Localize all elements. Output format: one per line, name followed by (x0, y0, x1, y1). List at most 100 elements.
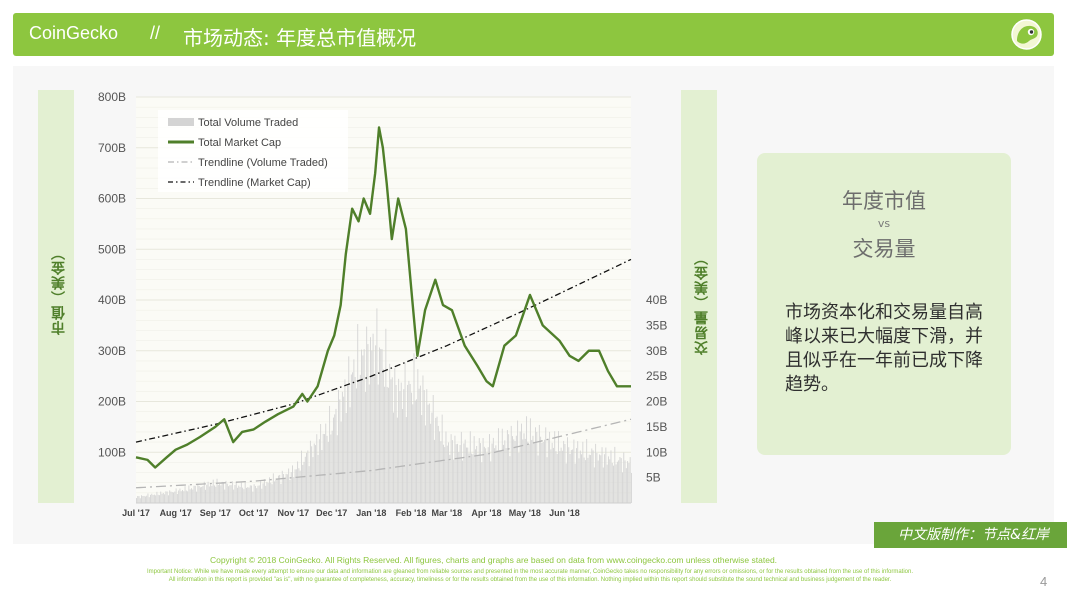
volume-bar (563, 440, 565, 503)
volume-bar (332, 417, 334, 503)
volume-bar (379, 347, 380, 503)
volume-bar (583, 457, 585, 503)
volume-bar (544, 439, 545, 503)
volume-bar (394, 368, 396, 503)
volume-bar (446, 445, 448, 503)
volume-bar (208, 486, 210, 503)
volume-bar (375, 345, 377, 503)
volume-bar (604, 454, 606, 503)
volume-bar (222, 482, 224, 503)
volume-bar (274, 481, 276, 503)
volume-bar (196, 491, 198, 503)
volume-bar (521, 423, 522, 503)
volume-bar (306, 452, 308, 503)
volume-bar (564, 444, 566, 503)
volume-bar (150, 494, 151, 503)
volume-bar (156, 491, 158, 503)
volume-bar (217, 485, 219, 503)
volume-bar (547, 438, 549, 503)
volume-bar (247, 487, 249, 503)
volume-bar (524, 438, 526, 503)
volume-bar (153, 494, 155, 503)
volume-bar (460, 431, 462, 503)
volume-bar (400, 382, 402, 503)
volume-bar (552, 447, 554, 503)
volume-bar (439, 431, 441, 503)
volume-bar (568, 447, 570, 503)
left-tick-label: 300B (98, 344, 126, 358)
volume-bar (271, 484, 273, 503)
left-tick-label: 400B (98, 293, 126, 307)
volume-bar (146, 495, 148, 503)
volume-bar (340, 421, 342, 503)
volume-bar (380, 348, 382, 503)
volume-bar (284, 479, 286, 503)
volume-bar (421, 415, 423, 503)
volume-bar (220, 485, 222, 503)
left-tick-label: 100B (98, 445, 126, 459)
volume-bar (545, 427, 547, 503)
legend-label: Trendline (Volume Traded) (198, 157, 328, 169)
volume-bar (579, 450, 581, 503)
volume-bar (237, 487, 238, 503)
volume-bar (299, 470, 301, 503)
volume-bar (292, 465, 293, 503)
volume-bar (167, 495, 169, 503)
volume-bar (260, 481, 261, 503)
volume-bar (590, 455, 591, 503)
volume-bar (531, 439, 533, 503)
volume-bar (320, 424, 322, 503)
volume-bar (474, 449, 476, 503)
volume-bar (257, 485, 259, 503)
volume-bar (184, 486, 186, 503)
volume-bar (318, 439, 320, 503)
x-tick-label: Aug '17 (160, 508, 192, 518)
volume-bar (207, 481, 209, 503)
volume-bar (169, 490, 171, 503)
x-tick-label: Sep '17 (200, 508, 231, 518)
volume-bar (229, 485, 231, 503)
volume-bar (437, 425, 439, 503)
volume-bar (381, 349, 383, 503)
volume-bar (183, 491, 185, 503)
volume-bar (471, 453, 473, 503)
volume-bar (614, 446, 616, 503)
volume-bar (442, 444, 444, 503)
volume-bar (453, 459, 455, 503)
volume-bar (572, 449, 574, 503)
volume-bar (445, 431, 447, 503)
volume-bar (412, 404, 414, 503)
volume-bar (297, 461, 299, 503)
volume-bar (540, 436, 542, 503)
volume-bar (409, 384, 411, 503)
volume-bar (591, 448, 593, 503)
volume-bar (363, 349, 365, 503)
volume-bar (405, 417, 407, 503)
volume-bar (500, 450, 502, 503)
right-axis-bar (681, 90, 717, 503)
volume-bar (395, 384, 397, 503)
volume-bar (362, 355, 364, 503)
volume-bar (302, 464, 304, 503)
volume-bar (364, 392, 366, 503)
volume-bar (623, 452, 625, 503)
volume-bar (613, 465, 614, 503)
volume-bar (317, 454, 319, 503)
notice-text-1: Important Notice: While we have made eve… (146, 569, 914, 575)
volume-bar (138, 496, 140, 503)
volume-bar (265, 485, 267, 503)
volume-bar (489, 434, 490, 503)
volume-bar (141, 495, 143, 503)
volume-bar (312, 457, 314, 503)
volume-bar (393, 412, 394, 503)
volume-bar (211, 485, 213, 503)
volume-bar (356, 388, 357, 503)
volume-bar (373, 376, 375, 503)
volume-bar (532, 435, 534, 503)
volume-bar (276, 478, 278, 503)
volume-bar (266, 481, 268, 503)
volume-bar (418, 388, 420, 503)
left-axis-bar (38, 90, 74, 503)
volume-bar (551, 442, 553, 503)
volume-bar (432, 394, 434, 503)
